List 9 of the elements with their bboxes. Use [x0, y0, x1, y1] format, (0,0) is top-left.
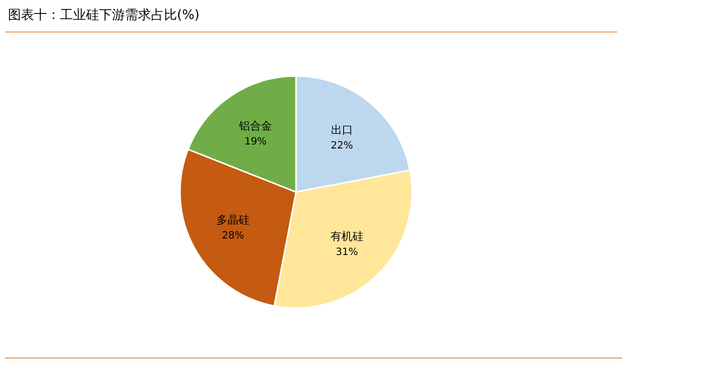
slice-label: 铝合金 [238, 120, 272, 133]
slice-label: 有机硅 [330, 230, 364, 243]
data-label: 19% [244, 136, 267, 148]
slice-label: 出口 [330, 124, 353, 137]
data-label: 22% [330, 140, 353, 152]
chart-title: 图表十：工业硅下游需求占比(%) [8, 8, 200, 23]
data-label: 31% [336, 246, 358, 258]
data-label: 28% [222, 230, 244, 242]
slice-label: 多晶硅 [216, 214, 250, 227]
